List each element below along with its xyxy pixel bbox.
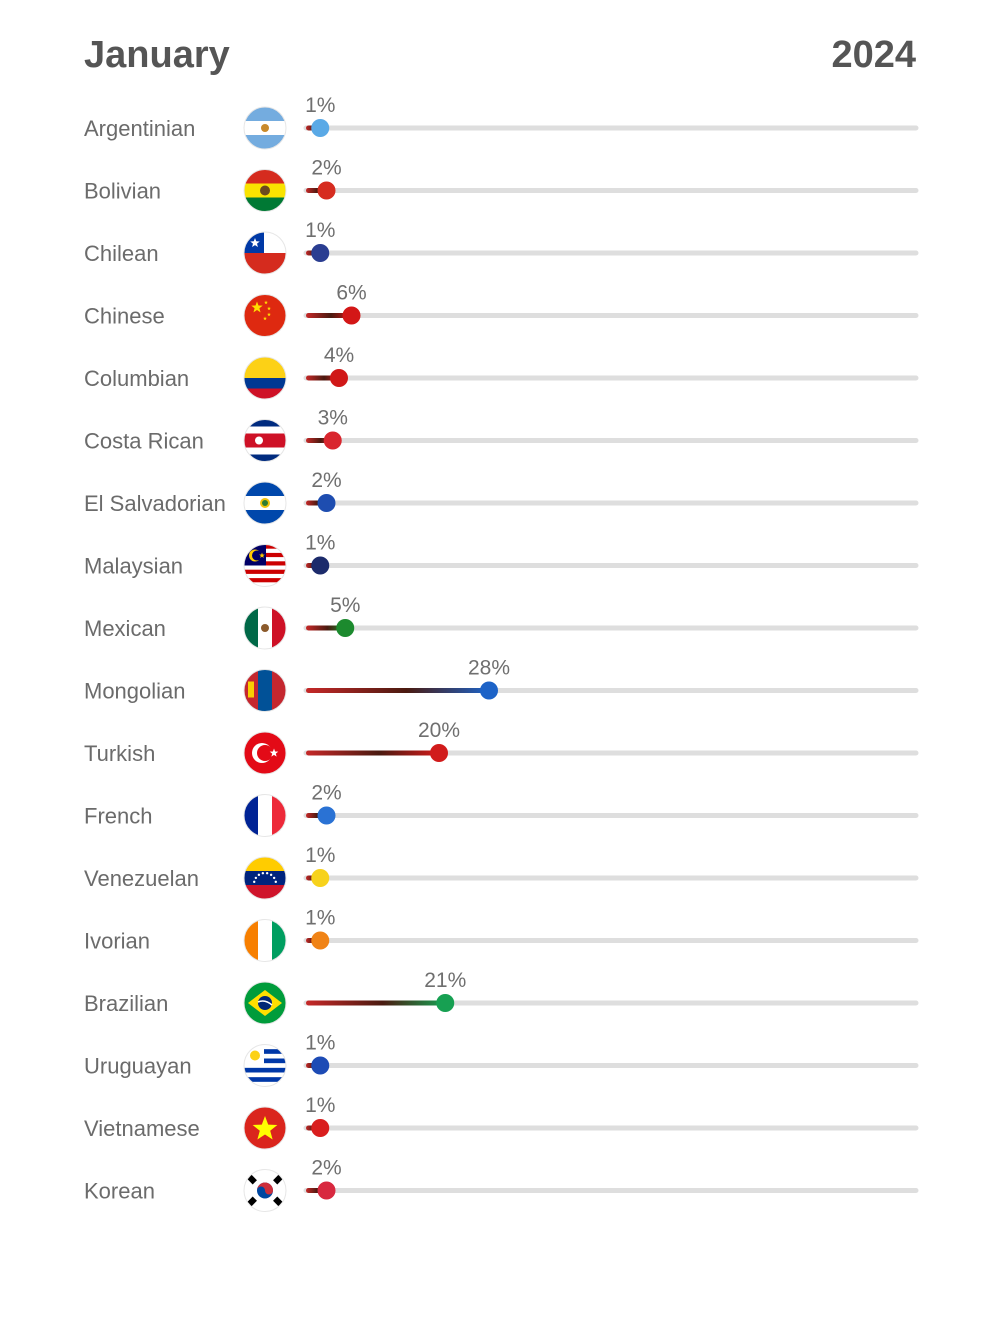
mexico-flag-icon bbox=[243, 606, 287, 650]
value-label-chilean: 1% bbox=[305, 219, 335, 242]
bar-chinese bbox=[306, 313, 352, 318]
marker-uruguayan bbox=[311, 1056, 330, 1075]
marker-chinese bbox=[342, 306, 361, 325]
marker-argentinian bbox=[311, 119, 330, 137]
value-label-ivorian: 1% bbox=[305, 907, 335, 930]
marker-ivorian bbox=[311, 931, 330, 950]
marker-venezuelan bbox=[311, 869, 330, 887]
bolivia-flag-icon bbox=[243, 169, 287, 212]
value-label-korean: 2% bbox=[311, 1157, 341, 1180]
chile-flag-icon bbox=[243, 231, 287, 275]
value-label-bolivian: 2% bbox=[311, 157, 341, 180]
marker-malaysian bbox=[311, 556, 330, 575]
value-label-columbian: 4% bbox=[324, 344, 354, 367]
row-label-columbian: Columbian bbox=[84, 366, 189, 391]
marker-mexican bbox=[336, 619, 355, 637]
value-label-argentinian: 1% bbox=[305, 94, 335, 117]
value-label-mongolian: 28% bbox=[468, 657, 510, 680]
row-label-turkish: Turkish bbox=[84, 741, 155, 766]
value-label-costa-rican: 3% bbox=[318, 407, 348, 430]
row-label-brazilian: Brazilian bbox=[84, 991, 168, 1016]
uruguay-flag-icon bbox=[243, 1044, 287, 1087]
row-label-uruguayan: Uruguayan bbox=[84, 1054, 192, 1079]
value-label-vietnamese: 1% bbox=[305, 1094, 335, 1117]
value-label-el-salvadorian: 2% bbox=[311, 469, 341, 492]
row-label-mexican: Mexican bbox=[84, 616, 166, 641]
marker-columbian bbox=[330, 369, 348, 387]
month-title: January bbox=[84, 34, 230, 76]
row-label-argentinian: Argentinian bbox=[84, 116, 195, 141]
value-label-brazilian: 21% bbox=[424, 969, 466, 992]
colombia-flag-icon bbox=[243, 356, 287, 400]
venezuela-flag-icon bbox=[243, 856, 287, 900]
row-label-malaysian: Malaysian bbox=[84, 554, 183, 579]
row-label-vietnamese: Vietnamese bbox=[84, 1116, 200, 1141]
marker-el-salvadorian bbox=[317, 494, 336, 512]
marker-brazilian bbox=[436, 994, 455, 1012]
row-label-el-salvadorian: El Salvadorian bbox=[84, 491, 226, 516]
bar-turkish bbox=[306, 750, 439, 756]
row-label-venezuelan: Venezuelan bbox=[84, 866, 199, 891]
value-label-uruguayan: 1% bbox=[305, 1032, 335, 1055]
malaysia-flag-icon bbox=[243, 544, 287, 587]
value-label-venezuelan: 1% bbox=[305, 844, 335, 867]
costa-rica-flag-icon bbox=[243, 419, 287, 462]
marker-chilean bbox=[311, 244, 330, 262]
row-label-chinese: Chinese bbox=[84, 304, 165, 329]
value-label-french: 2% bbox=[311, 782, 341, 805]
marker-french bbox=[317, 806, 336, 825]
marker-korean bbox=[317, 1181, 336, 1200]
row-label-bolivian: Bolivian bbox=[84, 179, 161, 204]
argentina-flag-icon bbox=[243, 106, 287, 150]
el-salvador-flag-icon bbox=[243, 481, 287, 525]
bar-mexican bbox=[306, 625, 346, 631]
value-label-malaysian: 1% bbox=[305, 532, 335, 555]
value-label-mexican: 5% bbox=[330, 594, 360, 617]
turkey-flag-icon bbox=[243, 731, 287, 775]
korea-flag-icon bbox=[243, 1169, 287, 1212]
row-label-mongolian: Mongolian bbox=[84, 679, 186, 704]
value-label-turkish: 20% bbox=[418, 719, 460, 742]
ivory-coast-flag-icon bbox=[243, 919, 287, 962]
marker-costa-rican bbox=[323, 431, 342, 450]
row-label-french: French bbox=[84, 804, 152, 829]
row-label-ivorian: Ivorian bbox=[84, 929, 150, 954]
value-label-chinese: 6% bbox=[336, 282, 366, 305]
marker-mongolian bbox=[480, 681, 498, 700]
year-title: 2024 bbox=[831, 34, 916, 76]
row-label-costa-rican: Costa Rican bbox=[84, 429, 204, 454]
row-label-chilean: Chilean bbox=[84, 241, 159, 266]
brazil-flag-icon bbox=[243, 981, 287, 1025]
france-flag-icon bbox=[243, 794, 287, 837]
marker-turkish bbox=[430, 744, 448, 762]
row-label-korean: Korean bbox=[84, 1179, 155, 1204]
vietnam-flag-icon bbox=[243, 1106, 287, 1150]
china-flag-icon bbox=[243, 294, 287, 337]
marker-vietnamese bbox=[311, 1119, 330, 1137]
bar-mongolian bbox=[306, 688, 489, 693]
mongolia-flag-icon bbox=[243, 669, 287, 712]
bar-brazilian bbox=[306, 1000, 446, 1006]
marker-bolivian bbox=[317, 181, 336, 200]
